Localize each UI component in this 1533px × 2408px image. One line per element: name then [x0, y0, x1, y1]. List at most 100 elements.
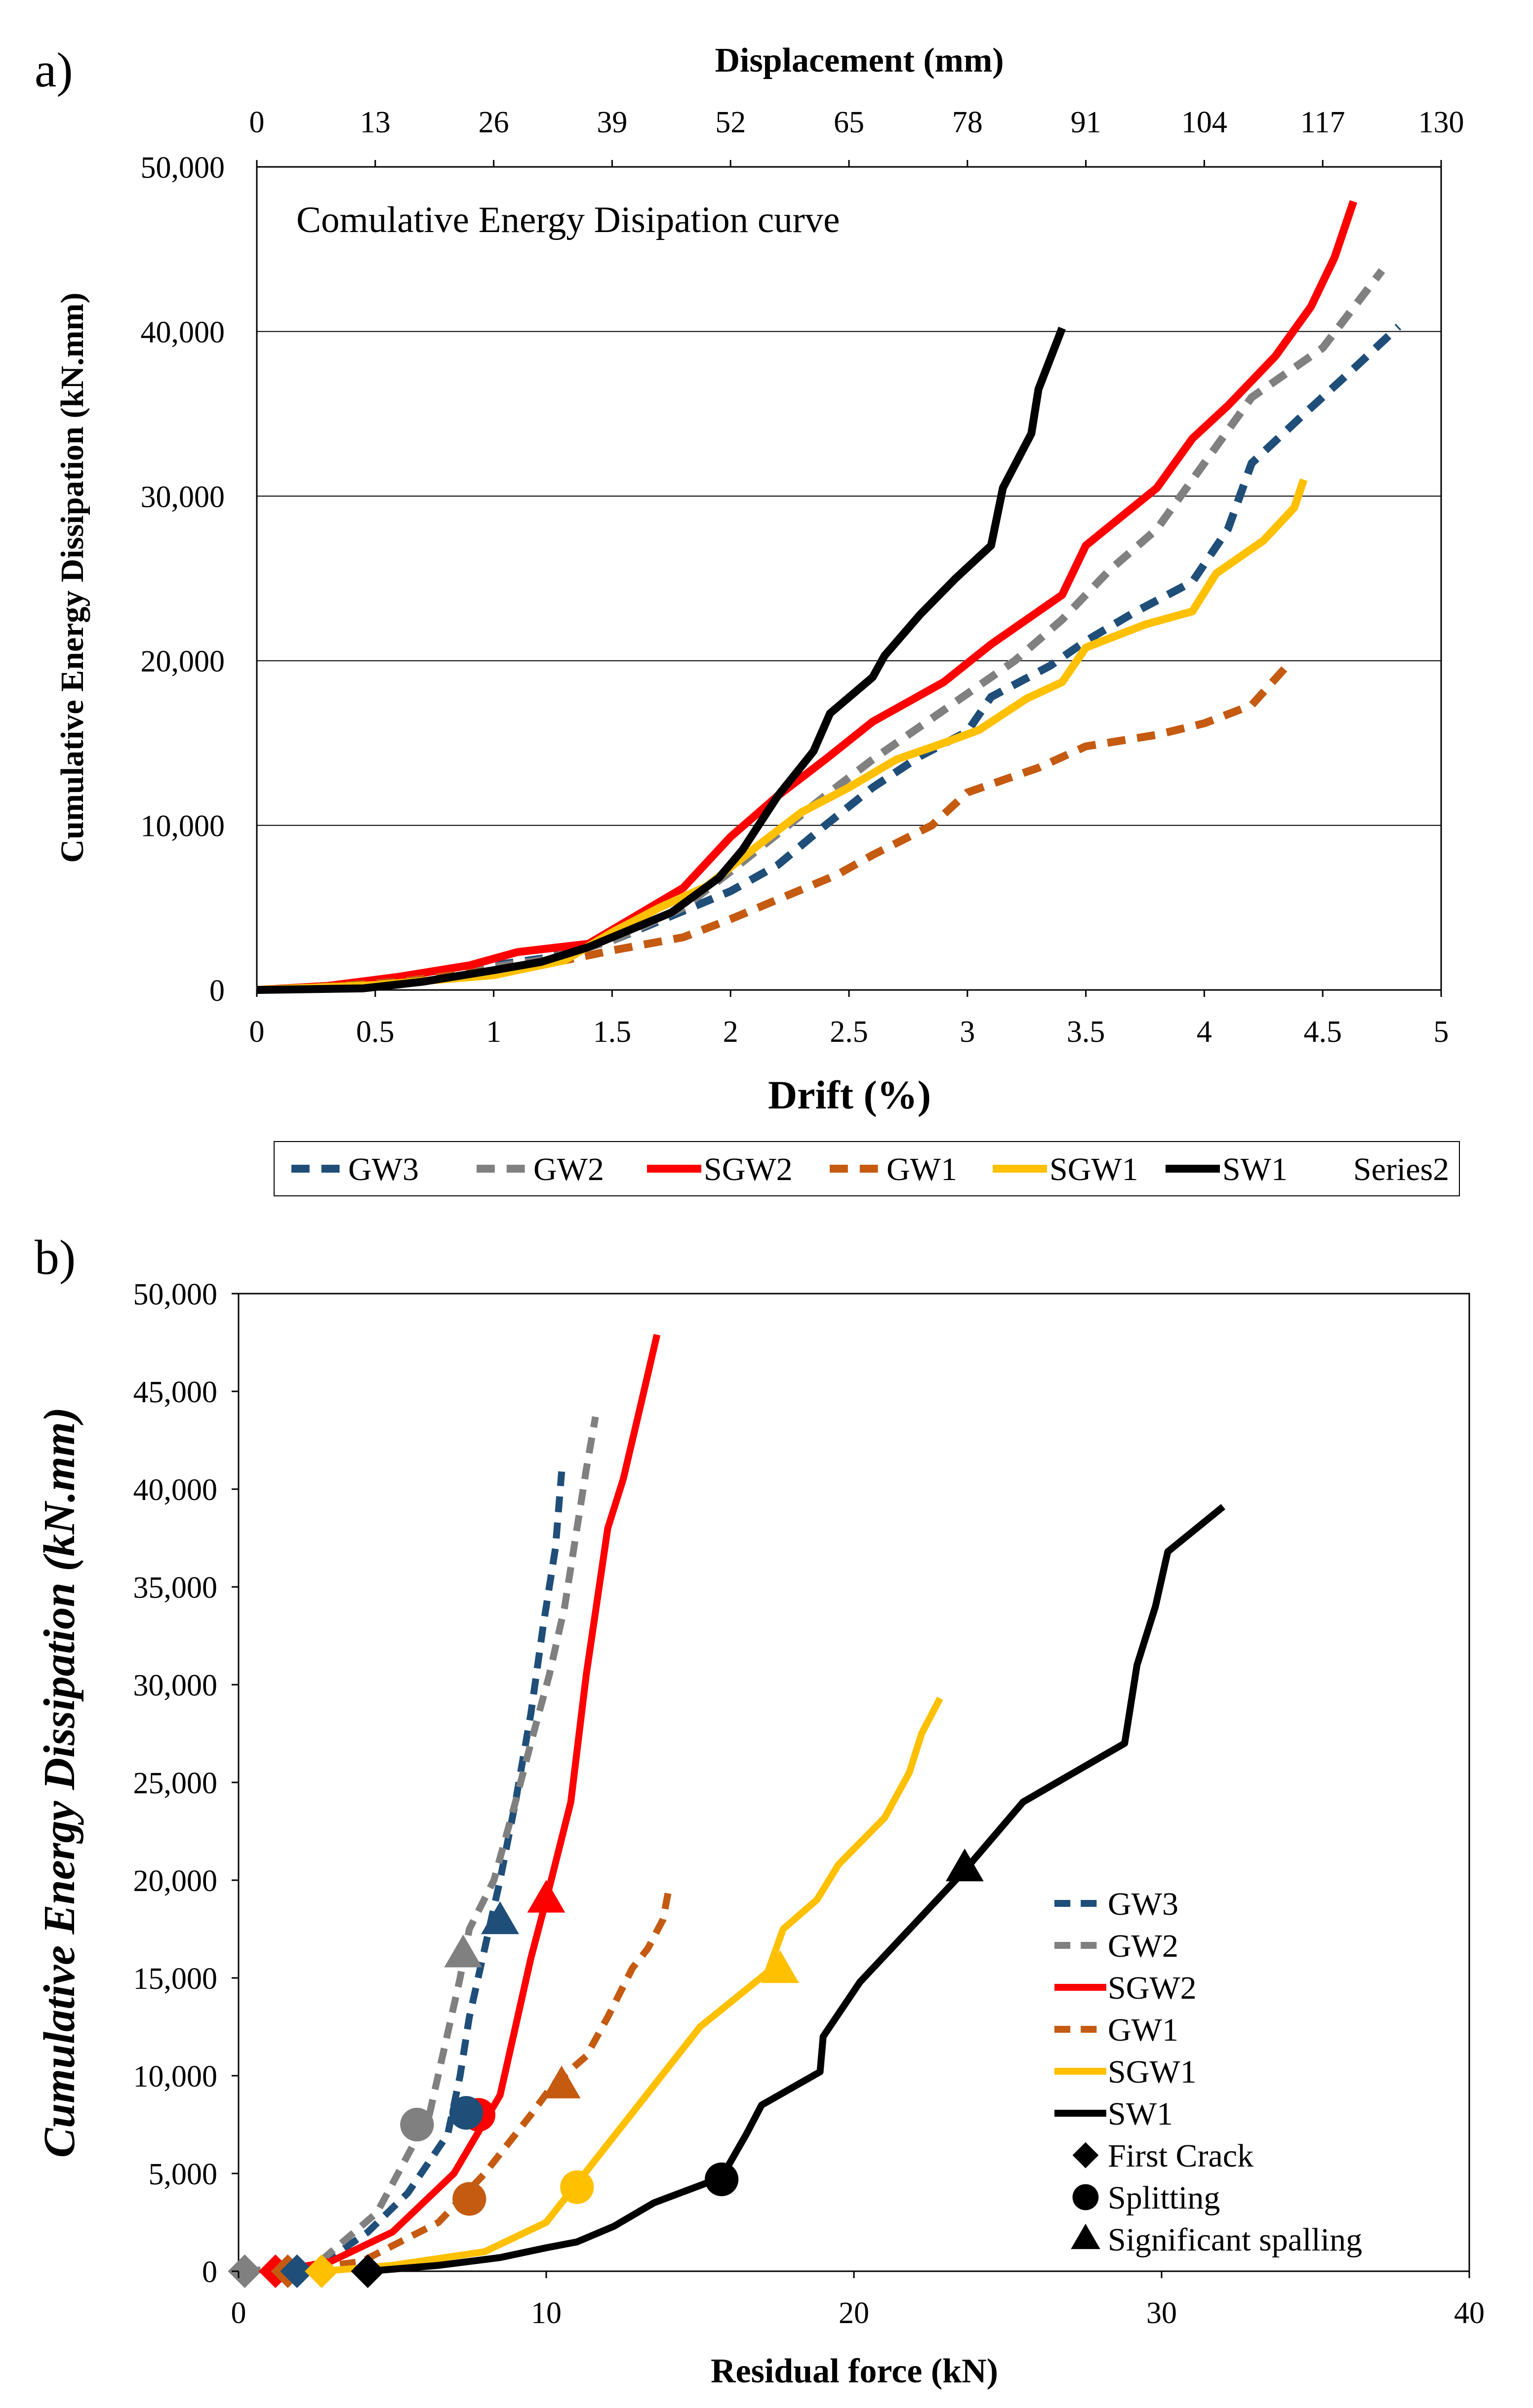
panel-a-x2-axis-title: Displacement (mm): [715, 41, 1004, 79]
panel-b-x-tick-label: 30: [1146, 2296, 1177, 2330]
panel-a-top-tick-label: 39: [597, 106, 627, 139]
panel-a-legend-label-gw1: GW1: [887, 1151, 957, 1187]
panel-b-event-gw1-circle: [452, 2182, 486, 2216]
panel-a-legend-label-sw1: SW1: [1222, 1151, 1288, 1187]
panel-a-legend-label-gw3: GW3: [348, 1151, 419, 1187]
panel-a-legend-extra-label: Series2: [1353, 1151, 1449, 1187]
panel-b-event-gw1-triangle: [542, 2065, 581, 2098]
panel-a-y-tick-label: 50,000: [141, 151, 225, 185]
panel-b-series-gw2-line: [244, 1416, 599, 2275]
panel-a-y-tick-label: 40,000: [141, 316, 225, 349]
panel-b-x-tick-label: 10: [531, 2296, 562, 2330]
panel-b-legend-label-triangle: Significant spalling: [1108, 2222, 1362, 2258]
panel-a-x-tick-label: 4: [1197, 1015, 1212, 1049]
panel-b-x-tick-label: 0: [231, 2296, 246, 2330]
panel-b-series-sgw1-line: [321, 1697, 943, 2275]
panel-a-top-tick-label: 0: [249, 106, 265, 139]
panel-b-legend-marker-diamond: [1072, 2142, 1099, 2169]
panel-a-y-axis-title: Cumulative Energy Dissipation (kN.mm): [54, 292, 90, 863]
panel-b-y-tick-label: 30,000: [133, 1669, 218, 1702]
panel-a-y-tick-label: 0: [209, 974, 225, 1008]
panel-b-y-tick-label: 25,000: [133, 1767, 218, 1800]
panel-b-event-sgw1-triangle: [761, 1950, 799, 1983]
panel-a-x-tick-label: 1: [486, 1015, 501, 1049]
panel-b-y-tick-label: 5,000: [149, 2158, 218, 2191]
panel-b-event-gw2-diamond: [228, 2254, 262, 2289]
panel-b-legend: GW3 GW2 SGW2 GW1 SGW1 SW1 First Crack Splitting…: [1054, 1886, 1362, 2258]
panel-a-x-tick-label: 3.5: [1067, 1015, 1105, 1049]
panel-a-top-tick-label: 117: [1300, 106, 1345, 139]
panel-a-x-axis-title: Drift (%): [768, 1072, 931, 1117]
panel-a-x-tick-label: 2: [723, 1015, 738, 1049]
panel-b-legend-marker-triangle: [1071, 2223, 1100, 2250]
panel-a-y-tick-labels: 0 10,000 20,000 30,000 40,000 50,000: [141, 151, 225, 1008]
panel-a-top-tick-labels: 0 13 26 39 52 65 78 91 104 117 130: [249, 106, 1464, 139]
panel-a-y-tick-label: 20,000: [141, 645, 225, 678]
panel-b-y-tick-label: 35,000: [133, 1571, 218, 1605]
panel-b-x-tick-label: 40: [1454, 2296, 1485, 2330]
panel-b-series: [244, 1334, 1226, 2275]
panel-a-y-tick-label: 10,000: [141, 810, 225, 843]
panel-a-legend-label-sgw1: SGW1: [1049, 1151, 1138, 1187]
panel-b-legend-label-gw1: GW1: [1108, 2012, 1178, 2048]
panel-a-x-tick-label: 0: [249, 1015, 265, 1049]
panel-a-plot-area: [256, 166, 1442, 991]
panel-b-y-tick-label: 15,000: [133, 1962, 218, 1996]
panel-b-event-sw1-triangle: [945, 1848, 984, 1882]
panel-a-top-tick-label: 26: [479, 106, 509, 139]
panel-b-legend-label-sgw2: SGW2: [1108, 1970, 1197, 2006]
panel-b-event-gw3-circle: [449, 2096, 484, 2130]
panel-a-x-tick-label: 0.5: [356, 1015, 395, 1049]
panel-b-series-gw3-line: [295, 1471, 565, 2275]
panel-b-event-markers: [228, 1848, 984, 2289]
panel-a-legend: GW3 GW2 SGW2 GW1 SGW1 SW1 Series2: [274, 1141, 1460, 1196]
panel-b-event-gw2-circle: [400, 2107, 434, 2142]
panel-b-x-tick-labels: 0 10 20 30 40: [231, 2271, 1485, 2330]
panel-b-legend-label-gw3: GW3: [1108, 1886, 1178, 1922]
panel-b-event-gw3-triangle: [481, 1901, 519, 1934]
panel-a-series-sw1-line: [256, 326, 1066, 994]
panel-b-event-sgw1-diamond: [305, 2254, 339, 2289]
panel-b-event-sw1-diamond: [351, 2254, 385, 2289]
panel-b-series-sw1-line: [367, 1504, 1226, 2275]
panel-b-event-sgw2-triangle: [527, 1880, 565, 1913]
panel-a-x-tick-labels: 0 0.5 1 1.5 2 2.5 3 3.5 4 4.5 5: [249, 1015, 1449, 1049]
panel-b-event-sw1-circle: [705, 2162, 739, 2196]
panel-a-top-tick-label: 104: [1181, 106, 1227, 139]
panel-b-label: b): [35, 1230, 76, 1285]
panel-b-y-tick-label: 10,000: [133, 2060, 218, 2093]
panel-a-x-tick-label: 1.5: [593, 1015, 632, 1049]
panel-a-series-gw3-line: [256, 323, 1402, 994]
panel-a-top-tick-label: 130: [1418, 106, 1464, 139]
panel-a-top-tick-label: 78: [952, 106, 983, 139]
panel-b-event-gw2-triangle: [444, 1934, 483, 1968]
panel-a-top-tick-label: 52: [715, 106, 746, 139]
panel-b-legend-label-sgw1: SGW1: [1108, 2054, 1197, 2090]
panel-a-top-tick-label: 65: [834, 106, 864, 139]
panel-a-series-sgw2-line: [256, 200, 1358, 994]
panel-b-y-tick-label: 45,000: [133, 1376, 218, 1409]
panel-a-label: a): [35, 42, 73, 97]
panel-b-legend-label-circle: Splitting: [1108, 2180, 1220, 2216]
panel-a-x-tick-label: 3: [960, 1015, 975, 1049]
panel-b-legend-label-sw1: SW1: [1108, 2096, 1173, 2132]
panel-a: a) Displacement (mm) 0 13 26 39 52 65 78 91 104 1…: [35, 41, 1464, 1196]
panel-b-y-tick-label: 0: [202, 2255, 217, 2289]
panel-b-y-tick-label: 20,000: [133, 1864, 218, 1898]
panel-a-legend-label-sgw2: SGW2: [704, 1151, 793, 1187]
panel-a-legend-label-gw2: GW2: [533, 1151, 604, 1187]
panel-a-chart-title: Comulative Energy Disipation curve: [296, 199, 840, 240]
panel-b-y-tick-labels: 0 5,000 10,000 15,000 20,000 25,000 30,000 35,0…: [133, 1278, 239, 2289]
panel-a-x-tick-label: 4.5: [1303, 1015, 1342, 1049]
panel-a-series-gw2-line: [256, 268, 1385, 994]
panel-a-top-tick-label: 13: [360, 106, 391, 139]
panel-b-legend-label-gw2: GW2: [1108, 1928, 1178, 1964]
panel-b-series-gw1-line: [287, 1885, 673, 2275]
panel-b-legend-label-diamond: First Crack: [1108, 2138, 1253, 2174]
panel-a-x-tick-label: 5: [1434, 1015, 1449, 1049]
panel-b-x-tick-label: 20: [839, 2296, 869, 2330]
panel-b-x-axis-title: Residual force (kN): [711, 2352, 998, 2390]
panel-b-y-tick-label: 40,000: [133, 1473, 218, 1507]
panel-b-y-axis-title: Cumulative Energy Dissipation (kN.mm): [35, 1407, 84, 2158]
